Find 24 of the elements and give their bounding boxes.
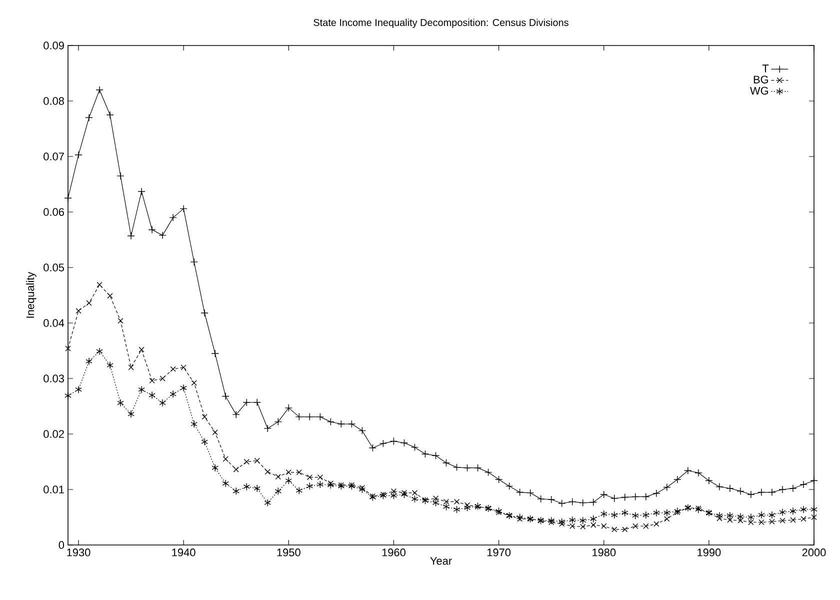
y-tick-label: 0.02 [44,430,64,438]
x-tick-label: 1990 [698,548,721,556]
y-tick-label: 0.03 [44,374,64,382]
x-tick-label: 1960 [382,548,406,556]
legend-label: WG [750,86,768,95]
legend-label: T [762,64,769,72]
x-tick-label: 2000 [802,548,826,556]
x-axis-title: Year [430,557,452,565]
y-tick-label: 0.01 [44,486,64,494]
x-tick-label: 1970 [487,548,511,556]
y-tick-label: 0 [58,541,64,549]
legend-label: BG [754,76,768,84]
y-tick-label: 0.06 [44,208,64,216]
x-tick-label: 1930 [67,548,90,556]
y-tick-label: 0.05 [44,264,64,272]
x-tick-label: 1940 [172,548,196,556]
y-tick-label: 0.04 [44,319,64,327]
chart-title: State Income Inequality Decomposition: Census Divisions [314,18,568,28]
x-tick-label: 1950 [277,548,300,556]
y-tick-label: 0.07 [44,152,64,160]
x-tick-label: 1980 [592,548,616,556]
y-tick-label: 0.08 [44,97,64,105]
y-axis-title: Inequality [26,272,36,318]
y-tick-label: 0.09 [44,42,64,50]
